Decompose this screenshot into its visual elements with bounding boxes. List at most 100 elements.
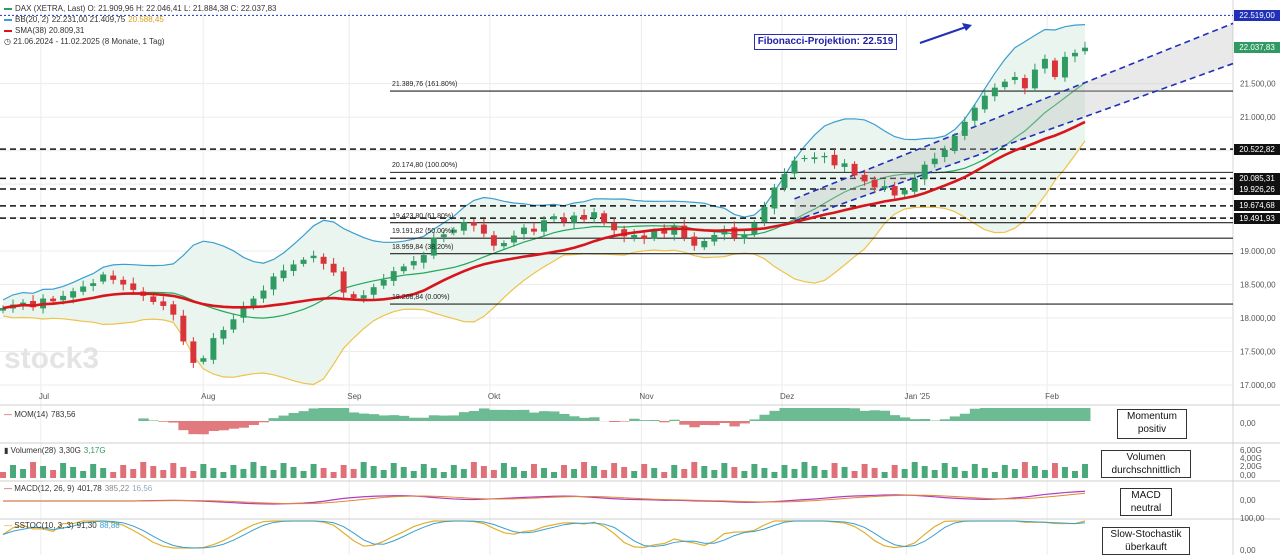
volume-bar xyxy=(480,466,487,478)
watermark: stock3 xyxy=(4,342,99,375)
volume-bar xyxy=(891,465,898,478)
candle-body xyxy=(470,222,477,226)
volume-bar xyxy=(490,470,497,478)
price-tag: 19.926,26 xyxy=(1234,183,1280,195)
x-tick-label: Sep xyxy=(347,392,362,401)
candle-body xyxy=(330,263,337,273)
candle-body xyxy=(591,212,598,218)
mom-bar xyxy=(328,408,340,421)
mom-bar xyxy=(458,412,470,421)
mom-label: MOM(14) xyxy=(14,410,49,419)
volume-bar xyxy=(591,466,598,478)
mom-bar xyxy=(158,421,169,422)
mom-bar xyxy=(909,419,921,421)
volume-bar xyxy=(40,466,47,478)
candle-body xyxy=(661,229,668,234)
volume-bar xyxy=(340,465,347,478)
volume-bar xyxy=(611,463,618,478)
mom-bar xyxy=(1039,408,1051,421)
volume-bar xyxy=(140,462,147,478)
volume-bar xyxy=(120,465,127,478)
volume-bar xyxy=(450,465,457,478)
candle-body xyxy=(891,186,898,196)
volume-bar xyxy=(711,470,718,478)
legend-period-text: 21.06.2024 - 11.02.2025 (8 Monate, 1 Tag… xyxy=(13,37,165,46)
mom-value: 783,56 xyxy=(51,410,76,419)
mom-bar xyxy=(318,408,330,421)
candle-body xyxy=(701,241,708,248)
volume-status-box: Volumen durchschnittlich xyxy=(1101,450,1191,478)
volume-bar xyxy=(981,468,988,478)
candle-body xyxy=(70,291,77,298)
fib-level-label: 18.959,84 (38.20%) xyxy=(392,243,454,251)
candle-body xyxy=(1051,60,1058,77)
price-tag: 19.674,68 xyxy=(1234,200,1280,212)
sma-line xyxy=(2,120,1086,310)
candle-body xyxy=(941,149,948,158)
mom-bar xyxy=(1070,408,1081,421)
sub-axis-label: 2,00G xyxy=(1240,462,1262,471)
price-tag: 22.519,00 xyxy=(1234,9,1280,21)
candle-body xyxy=(370,287,377,295)
candle-body xyxy=(290,264,297,271)
mom-bar xyxy=(188,421,199,435)
candle-body xyxy=(861,174,868,182)
volume-bar xyxy=(961,471,968,478)
candle-body xyxy=(220,330,227,339)
y-tick-label: 18.000,00 xyxy=(1240,314,1276,323)
mom-bar xyxy=(178,421,189,431)
mom-bar xyxy=(258,421,269,423)
candle-body xyxy=(210,338,217,360)
mom-bar xyxy=(1009,408,1021,421)
sstoc-v1: 91,30 xyxy=(76,521,97,530)
candle-body xyxy=(731,227,738,238)
mom-bar xyxy=(979,408,991,421)
volume-bar xyxy=(641,464,648,478)
mom-bar xyxy=(999,408,1011,421)
mom-bar xyxy=(559,414,570,421)
fibonacci-projection-box: Fibonacci-Projektion: 22.519 xyxy=(754,34,897,50)
channel-lower xyxy=(794,62,1234,222)
mom-bar xyxy=(569,416,580,421)
candle-body xyxy=(420,255,427,263)
y-tick-label: 21.500,00 xyxy=(1240,80,1276,89)
candle-body xyxy=(320,256,327,264)
mom-bar xyxy=(288,413,300,421)
volume-bar xyxy=(240,469,247,478)
volume-bar xyxy=(651,468,658,478)
fib-level-label: 20.174,80 (100.00%) xyxy=(392,162,458,170)
volume-bar xyxy=(10,465,16,478)
volume-bar xyxy=(851,471,858,478)
mom-bar xyxy=(639,420,650,421)
mom-bar xyxy=(398,415,410,421)
volume-bar xyxy=(90,464,97,478)
candle-body xyxy=(240,305,247,318)
candle-body xyxy=(160,301,167,306)
candle-body xyxy=(340,271,347,293)
mom-bar xyxy=(549,411,560,421)
candle-body xyxy=(871,179,878,188)
y-tick-label: 17.000,00 xyxy=(1240,381,1276,390)
mom-bar xyxy=(198,421,209,435)
volume-bar xyxy=(781,465,788,478)
volume-bar xyxy=(420,464,427,478)
sma-38-line xyxy=(2,120,1086,310)
mom-bar xyxy=(388,415,400,421)
x-tick-label: Okt xyxy=(488,392,501,401)
mom-bar xyxy=(729,421,740,427)
candle-body xyxy=(460,222,467,231)
volume-bar xyxy=(30,462,37,478)
legend-dax-text: DAX (XETRA, Last) O: 21.909,96 H: 22.046… xyxy=(15,4,277,13)
candle-body xyxy=(851,163,858,176)
mom-bar xyxy=(619,421,630,422)
volume-bar xyxy=(631,471,638,478)
candle-body xyxy=(380,279,387,286)
mom-bar xyxy=(799,408,810,421)
mom-bar xyxy=(298,411,310,421)
candle-body xyxy=(250,298,257,308)
volume-bar xyxy=(60,463,67,478)
candle-body xyxy=(831,154,838,166)
clock-icon: ◷ xyxy=(4,37,11,46)
candle-body xyxy=(30,300,37,308)
macd-v2: 385,22 xyxy=(104,484,130,493)
